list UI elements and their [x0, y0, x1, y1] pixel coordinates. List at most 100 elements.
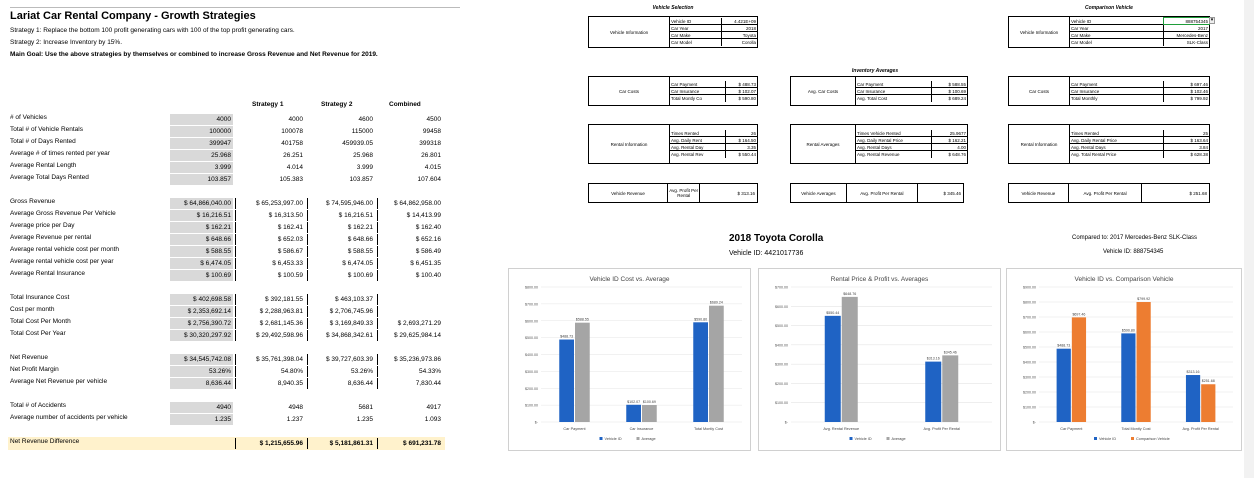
info-value[interactable]: $ 628.38 [1190, 152, 1208, 157]
table-cell[interactable]: $ 35,236,973.86 [377, 354, 443, 365]
cmp-vehicle-revenue-box-value[interactable]: $ 251.68 [1189, 190, 1207, 196]
info-value[interactable]: $ 689.24 [948, 95, 966, 101]
table-cell[interactable]: $ 586.67 [235, 246, 305, 257]
info-value[interactable]: 26 [750, 131, 756, 136]
info-value[interactable]: $ 588.55 [948, 81, 966, 87]
table-cell[interactable]: $ 463,103.37 [307, 294, 375, 305]
table-cell[interactable]: $ 16,216.51 [170, 210, 233, 221]
table-cell[interactable]: $ 34,868,342.61 [307, 330, 375, 341]
table-cell[interactable]: $ 16,216.51 [307, 210, 375, 221]
table-cell[interactable]: 4.015 [424, 164, 441, 171]
table-cell[interactable]: 1.235 [356, 416, 373, 423]
table-cell[interactable]: $ 2,756,390.72 [170, 318, 233, 329]
table-cell[interactable]: $ 39,727,603.39 [307, 354, 375, 365]
table-cell[interactable]: 54.80% [235, 366, 305, 377]
table-cell[interactable]: 3.999 [356, 164, 373, 171]
table-cell[interactable]: $ 6,453.33 [235, 258, 305, 269]
table-cell[interactable]: $ 29,492,598.96 [235, 330, 305, 341]
table-cell[interactable]: 399318 [419, 140, 441, 147]
table-cell[interactable]: 4917 [426, 404, 441, 411]
info-value[interactable]: 2018 [745, 26, 756, 31]
table-cell[interactable]: 4000 [288, 116, 303, 123]
info-value[interactable]: 3.84 [1199, 145, 1208, 150]
table-cell[interactable]: 459939.05 [342, 140, 373, 147]
table-cell[interactable] [377, 294, 443, 305]
table-cell[interactable]: $ 162.40 [377, 222, 443, 233]
table-cell[interactable]: $ 162.21 [170, 222, 233, 233]
table-cell[interactable]: 105.383 [279, 176, 304, 183]
info-value[interactable]: $ 697.46 [1190, 81, 1208, 87]
table-cell[interactable]: $ 6,474.05 [307, 258, 375, 269]
table-cell[interactable]: $ 2,353,692.14 [170, 306, 233, 317]
info-value[interactable]: $ 799.92 [1190, 95, 1208, 101]
table-cell[interactable]: 100000 [170, 126, 233, 137]
table-cell[interactable]: $ 588.55 [307, 246, 375, 257]
table-cell[interactable]: $ 64,862,958.00 [377, 198, 443, 209]
table-cell[interactable]: 7,830.44 [377, 378, 443, 389]
info-value[interactable]: 2017 [1197, 26, 1208, 31]
table-cell[interactable]: $ 586.49 [377, 246, 443, 257]
table-cell[interactable]: 4000 [170, 114, 233, 125]
table-cell[interactable]: $ 652.03 [235, 234, 305, 245]
table-cell[interactable]: $ 29,625,984.14 [377, 330, 443, 341]
info-value[interactable]: $ 164.50 [738, 138, 756, 143]
table-cell[interactable]: 5681 [358, 404, 373, 411]
table-cell[interactable]: $ 30,320,297.92 [170, 330, 233, 341]
vehicle-revenue-box-value[interactable]: $ 313.16 [737, 190, 755, 196]
table-cell[interactable]: 4940 [170, 402, 233, 413]
table-cell[interactable]: $ 588.55 [170, 246, 233, 257]
info-value[interactable]: $ 102.46 [1190, 88, 1208, 94]
table-cell[interactable]: 4600 [358, 116, 373, 123]
table-cell[interactable]: $ 402,698.58 [170, 294, 233, 305]
info-value[interactable]: 25.9677 [949, 131, 966, 136]
table-cell[interactable]: $ 5,181,861.31 [307, 438, 375, 449]
table-cell[interactable]: $ 34,545,742.08 [170, 354, 233, 365]
table-cell[interactable]: 26.251 [283, 152, 303, 159]
info-value[interactable]: 25 [1202, 131, 1208, 136]
table-cell[interactable]: 1.235 [170, 414, 233, 425]
info-value[interactable]: Mercedes-Benz [1176, 33, 1208, 38]
table-cell[interactable] [377, 306, 443, 317]
table-cell[interactable]: 401758 [281, 140, 303, 147]
info-value[interactable]: $ 550.44 [738, 152, 756, 157]
table-cell[interactable]: $ 392,181.55 [235, 294, 305, 305]
info-value[interactable]: $ 488.73 [738, 81, 756, 87]
table-cell[interactable]: $ 2,288,963.81 [235, 306, 305, 317]
info-value[interactable]: 3.35 [747, 145, 756, 150]
table-cell[interactable]: $ 65,253,997.00 [235, 198, 305, 209]
table-cell[interactable]: $ 691,231.78 [377, 438, 443, 449]
table-cell[interactable]: 100078 [281, 128, 303, 135]
info-value[interactable]: $ 590.80 [738, 95, 756, 101]
table-cell[interactable]: 54.33% [377, 366, 443, 377]
table-cell[interactable]: 4.014 [286, 164, 303, 171]
table-cell[interactable]: 399947 [170, 138, 233, 149]
table-cell[interactable]: $ 2,706,745.96 [307, 306, 375, 317]
table-cell[interactable]: 8,636.44 [307, 378, 375, 389]
table-cell[interactable]: $ 35,761,398.04 [235, 354, 305, 365]
table-cell[interactable]: 103.857 [170, 174, 233, 185]
info-value[interactable]: $ 100.69 [948, 88, 966, 94]
table-cell[interactable]: 1.237 [286, 416, 303, 423]
table-cell[interactable]: 26.801 [421, 152, 441, 159]
info-value[interactable]: 4.421E+09 [734, 19, 756, 24]
table-cell[interactable]: $ 16,313.50 [235, 210, 305, 221]
table-cell[interactable]: $ 1,215,655.96 [235, 438, 305, 449]
table-cell[interactable]: 25.968 [170, 150, 233, 161]
table-cell[interactable]: $ 100.40 [377, 270, 443, 281]
table-cell[interactable]: 53.26% [307, 366, 375, 377]
info-value[interactable]: SLK-Class [1186, 40, 1208, 45]
table-cell[interactable]: $ 100.69 [307, 270, 375, 281]
table-cell[interactable]: 4948 [288, 404, 303, 411]
table-cell[interactable]: 8,636.44 [170, 378, 233, 389]
vehicle-id-dropdown-icon[interactable]: ▾ [1209, 17, 1215, 24]
table-cell[interactable]: 53.26% [170, 366, 233, 377]
table-cell[interactable]: $ 652.16 [377, 234, 443, 245]
info-value[interactable]: $ 102.07 [738, 88, 756, 94]
table-cell[interactable] [170, 438, 233, 449]
info-value[interactable]: 888754345 [1163, 17, 1210, 25]
table-cell[interactable]: $ 648.66 [170, 234, 233, 245]
table-cell[interactable]: $ 2,681,145.36 [235, 318, 305, 329]
table-cell[interactable]: $ 6,451.35 [377, 258, 443, 269]
table-cell[interactable]: $ 6,474.05 [170, 258, 233, 269]
table-cell[interactable]: $ 14,413.99 [377, 210, 443, 221]
